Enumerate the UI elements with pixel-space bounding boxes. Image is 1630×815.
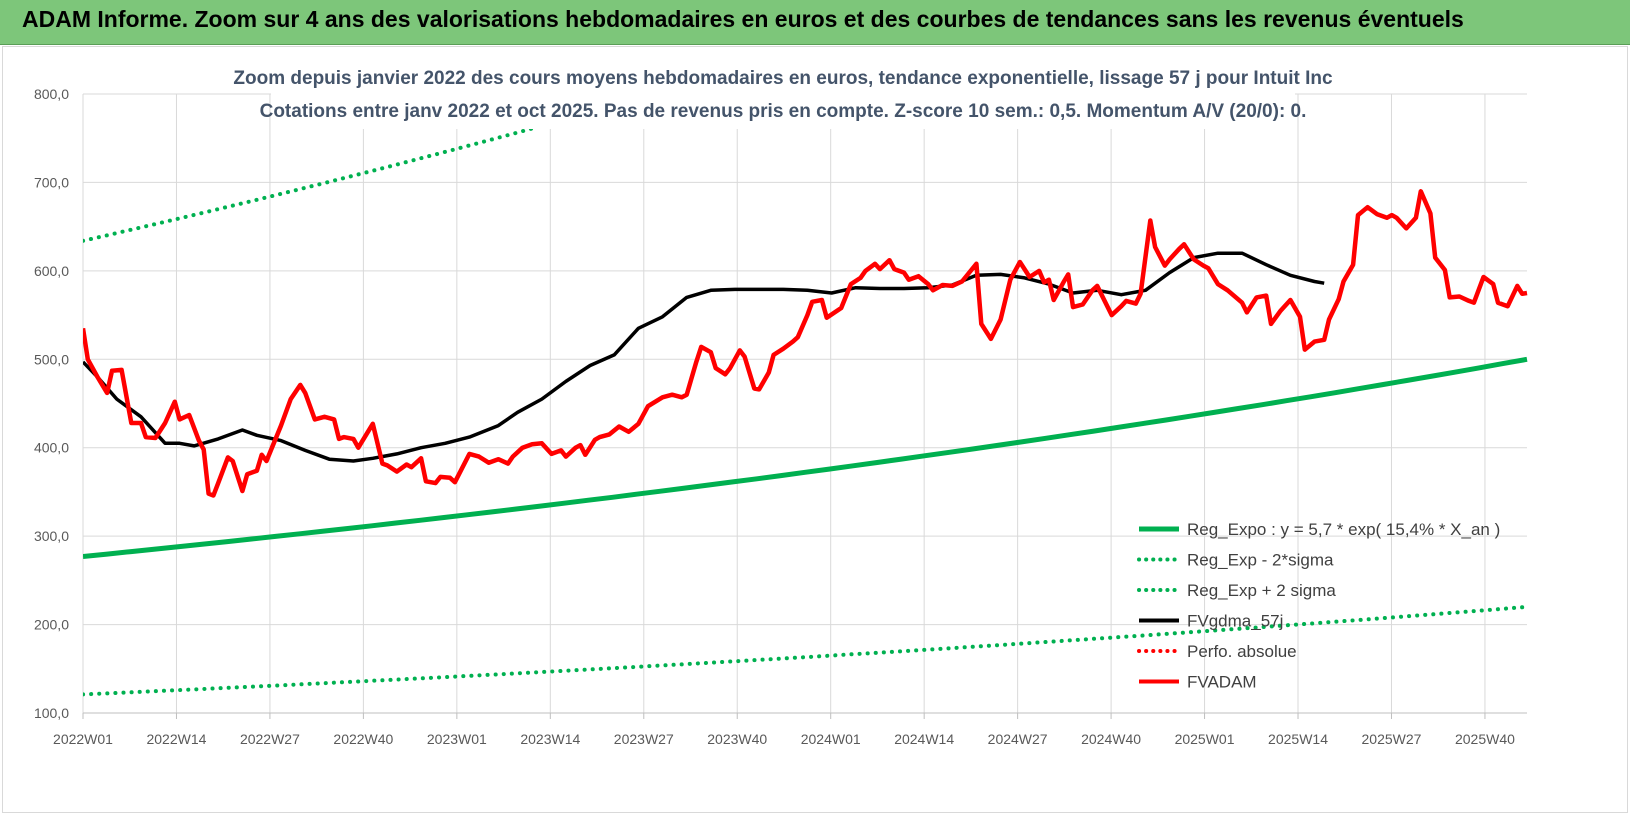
x-tick-label: 2022W27 <box>240 731 300 747</box>
chart-frame: 100,0 200,0 300,0 400,0 500,0 600,0 700,0 800,0… <box>2 46 1628 813</box>
chart-title-line1: Zoom depuis janvier 2022 des cours moyen… <box>233 68 1333 89</box>
series-layer <box>83 63 1529 697</box>
x-tick-label: 2022W40 <box>333 731 393 747</box>
x-tick-label: 2023W14 <box>520 731 580 747</box>
y-tick-label: 400,0 <box>34 440 69 456</box>
title-banner: ADAM Informe. Zoom sur 4 ans des valoris… <box>0 0 1630 45</box>
banner-title: ADAM Informe. Zoom sur 4 ans des valoris… <box>22 6 1464 32</box>
series-line-1 <box>83 604 1529 697</box>
x-tick-label: 2024W27 <box>988 731 1048 747</box>
series-line-3 <box>83 251 1325 463</box>
title-backing <box>271 63 1295 129</box>
y-tick-label: 100,0 <box>34 705 69 721</box>
x-tick-label: 2023W40 <box>707 731 767 747</box>
axis-layer: 100,0 200,0 300,0 400,0 500,0 600,0 700,0 800,0… <box>34 86 1527 747</box>
x-tick-label: 2025W40 <box>1455 731 1515 747</box>
x-tick-label: 2024W14 <box>894 731 954 747</box>
y-tick-label: 700,0 <box>34 174 69 190</box>
y-tick-label: 300,0 <box>34 528 69 544</box>
x-tick-label: 2023W27 <box>614 731 674 747</box>
x-tick-label: 2022W14 <box>146 731 206 747</box>
x-tick-label: 2025W14 <box>1268 731 1328 747</box>
legend-label: FVgdma_57j <box>1187 612 1283 631</box>
x-tick-label: 2022W01 <box>53 731 113 747</box>
x-tick-label: 2024W01 <box>801 731 861 747</box>
legend: Reg_Expo : y = 5,7 * exp( 15,4% * X_an )… <box>1137 520 1500 692</box>
x-tick-label: 2024W40 <box>1081 731 1141 747</box>
y-tick-label: 200,0 <box>34 617 69 633</box>
x-tick-label: 2025W27 <box>1362 731 1422 747</box>
x-tick-label: 2023W01 <box>427 731 487 747</box>
legend-label: Perfo. absolue <box>1187 642 1297 661</box>
line-chart: 100,0 200,0 300,0 400,0 500,0 600,0 700,0 800,0… <box>34 63 1529 747</box>
y-tick-label: 500,0 <box>34 351 69 367</box>
grid-layer <box>82 93 1527 714</box>
y-tick-label: 800,0 <box>34 86 69 102</box>
legend-label: Reg_Expo : y = 5,7 * exp( 15,4% * X_an ) <box>1187 520 1500 539</box>
legend-label: Reg_Exp + 2 sigma <box>1187 581 1336 600</box>
series-line-5 <box>83 189 1528 498</box>
legend-label: FVADAM <box>1187 673 1257 692</box>
legend-label: Reg_Exp - 2*sigma <box>1187 551 1334 570</box>
x-tick-label: 2025W01 <box>1175 731 1235 747</box>
y-tick-label: 600,0 <box>34 263 69 279</box>
chart-title-line2: Cotations entre janv 2022 et oct 2025. P… <box>260 101 1307 122</box>
series-line-0 <box>83 356 1528 559</box>
